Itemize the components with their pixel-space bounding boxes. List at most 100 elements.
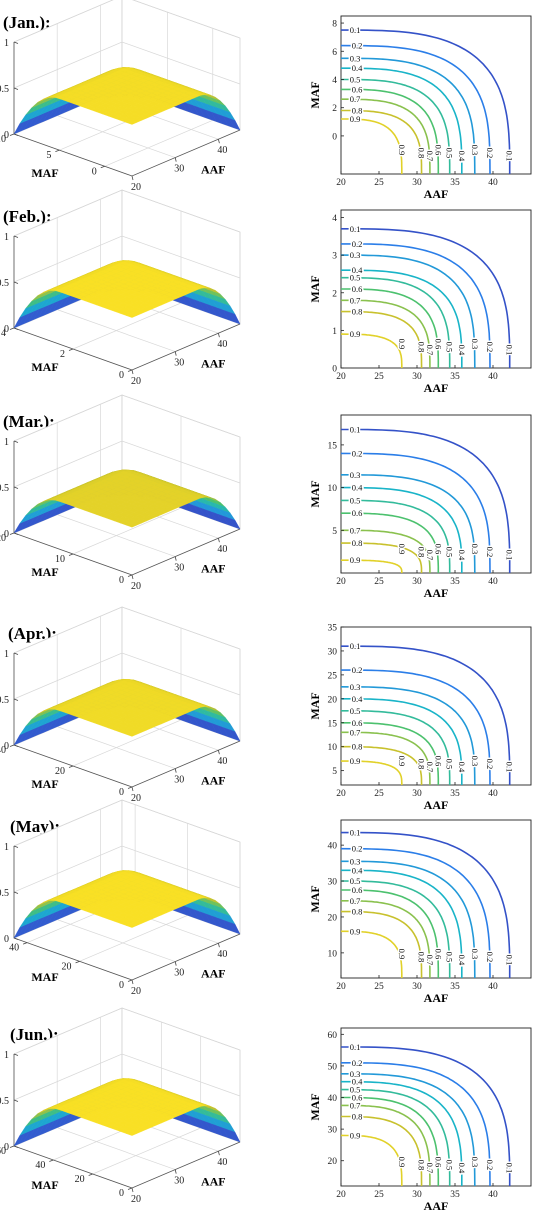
contour-plot: 0.10.10.20.20.30.30.40.40.50.50.60.60.70… — [308, 209, 532, 395]
z-tick-label: 0.5 — [0, 84, 9, 95]
x-tick-mark — [131, 1187, 134, 1193]
contour-level-label: 0.6 — [433, 1157, 443, 1168]
contour-level-label: 0.6 — [433, 145, 443, 156]
y-tick-label: 40 — [0, 745, 6, 756]
contour-lines: 0.10.10.20.20.30.30.40.40.50.50.60.60.70… — [340, 423, 516, 574]
contour-plot: 0.10.10.20.20.30.30.40.40.50.50.60.60.70… — [308, 624, 532, 812]
z-tick-mark — [13, 440, 19, 443]
surface-patch — [228, 921, 241, 935]
contour-level-label: 0.7 — [425, 151, 435, 162]
y-tick-label: 0 — [332, 365, 337, 375]
z-tick-label: 1 — [4, 38, 9, 49]
contour-line — [341, 1062, 491, 1187]
y-tick-label: 40 — [328, 842, 338, 852]
contour-level-label: 0.8 — [352, 742, 363, 752]
contour-line — [341, 29, 511, 174]
x-tick-label: 40 — [488, 1190, 498, 1200]
contour-level-label: 0.5 — [350, 495, 361, 505]
y-tick-label: 0 — [119, 370, 124, 381]
x-tick-label: 35 — [450, 178, 460, 188]
contour-level-label: 0.6 — [433, 544, 443, 555]
y-tick-mark — [68, 553, 74, 556]
y-tick-label: 25 — [328, 671, 338, 681]
z-gridline — [13, 845, 241, 893]
contour-level-label: 0.6 — [352, 718, 363, 728]
y-tick-mark — [49, 1159, 54, 1162]
z-tick-mark — [13, 744, 19, 747]
contour-line — [341, 473, 476, 574]
y-axis-label: MAF — [31, 970, 58, 984]
contour-line — [341, 645, 511, 785]
contour-level-label: 0.3 — [470, 145, 480, 156]
surface-plot: 00.5120304002040ProbabilityAAFMAF — [0, 799, 241, 997]
x-tick-mark — [218, 1151, 220, 1156]
x-tick-mark — [174, 961, 177, 966]
contour-line — [340, 847, 491, 979]
plot-frame — [340, 15, 532, 175]
z-tick-label: 1 — [4, 842, 9, 853]
y-tick-mark — [68, 765, 74, 768]
x-axis-label: AAF — [201, 357, 226, 371]
y-tick-mark — [100, 165, 105, 169]
x-tick-label: 20 — [336, 178, 346, 188]
y-axis-label: MAF — [308, 885, 322, 912]
contour-line — [341, 88, 440, 174]
z-tick-mark — [13, 652, 19, 655]
z-tick-mark — [13, 327, 19, 330]
x-axis-label: AAF — [424, 381, 449, 395]
contour-level-label: 0.5 — [445, 759, 455, 770]
contour-level-label: 0.2 — [485, 1160, 495, 1171]
contour-level-label: 0.6 — [433, 339, 443, 350]
x-tick-label: 40 — [217, 949, 227, 960]
x-tick-mark — [131, 979, 134, 985]
contour-level-label: 0.5 — [445, 547, 455, 558]
y-tick-label: 10 — [328, 949, 338, 959]
z-tick-label: 1 — [4, 1050, 9, 1061]
contour-level-label: 0.5 — [350, 706, 361, 716]
z-tick-mark — [13, 532, 19, 535]
contour-line — [341, 1096, 440, 1186]
contour-line — [341, 1115, 423, 1187]
contour-level-label: 0.8 — [417, 759, 427, 770]
z-tick-mark — [13, 891, 19, 894]
contour-line — [341, 98, 431, 174]
surface-patch — [228, 311, 241, 325]
z-tick-mark — [13, 133, 19, 136]
surface-patch — [228, 1129, 241, 1143]
contour-level-label: 0.6 — [352, 1093, 363, 1103]
x-tick-label: 20 — [131, 986, 141, 997]
contour-level-label: 0.7 — [350, 295, 361, 305]
z-gridline — [13, 0, 241, 43]
z-tick-mark — [13, 1053, 19, 1056]
y-tick-mark — [75, 960, 80, 964]
x-tick-label: 40 — [488, 982, 498, 992]
y-tick-label: 30 — [328, 878, 338, 888]
y-tick-label: 20 — [0, 533, 6, 544]
y-tick-label: 20 — [62, 961, 72, 972]
contour-level-label: 0.1 — [350, 425, 361, 435]
y-tick-mark — [127, 1187, 133, 1190]
panel-label: (Jun.): — [10, 1025, 59, 1044]
z-tick-mark — [13, 698, 19, 701]
plot-frame — [340, 819, 532, 979]
contour-line — [341, 486, 463, 573]
contour-level-label: 0.2 — [352, 41, 363, 51]
contour-level-label: 0.9 — [397, 1157, 407, 1168]
x-tick-mark — [174, 351, 177, 356]
contour-level-label: 0.2 — [485, 547, 495, 558]
contour-line — [340, 333, 403, 368]
x-tick-label: 25 — [374, 178, 384, 188]
x-tick-mark — [174, 556, 177, 561]
y-tick-label: 2 — [332, 289, 337, 299]
z-tick-mark — [13, 845, 19, 848]
contour-level-label: 0.5 — [445, 342, 455, 353]
x-axis-label: AAF — [201, 163, 226, 177]
contour-level-label: 0.9 — [397, 949, 407, 960]
z-tick-label: 1 — [4, 437, 9, 448]
contour-line — [341, 529, 431, 573]
contour-level-label: 0.7 — [350, 525, 361, 535]
contour-level-label: 0.5 — [350, 876, 361, 886]
contour-level-label: 0.5 — [445, 1160, 455, 1171]
x-tick-label: 25 — [374, 1190, 384, 1200]
x-tick-label: 30 — [412, 1190, 422, 1200]
